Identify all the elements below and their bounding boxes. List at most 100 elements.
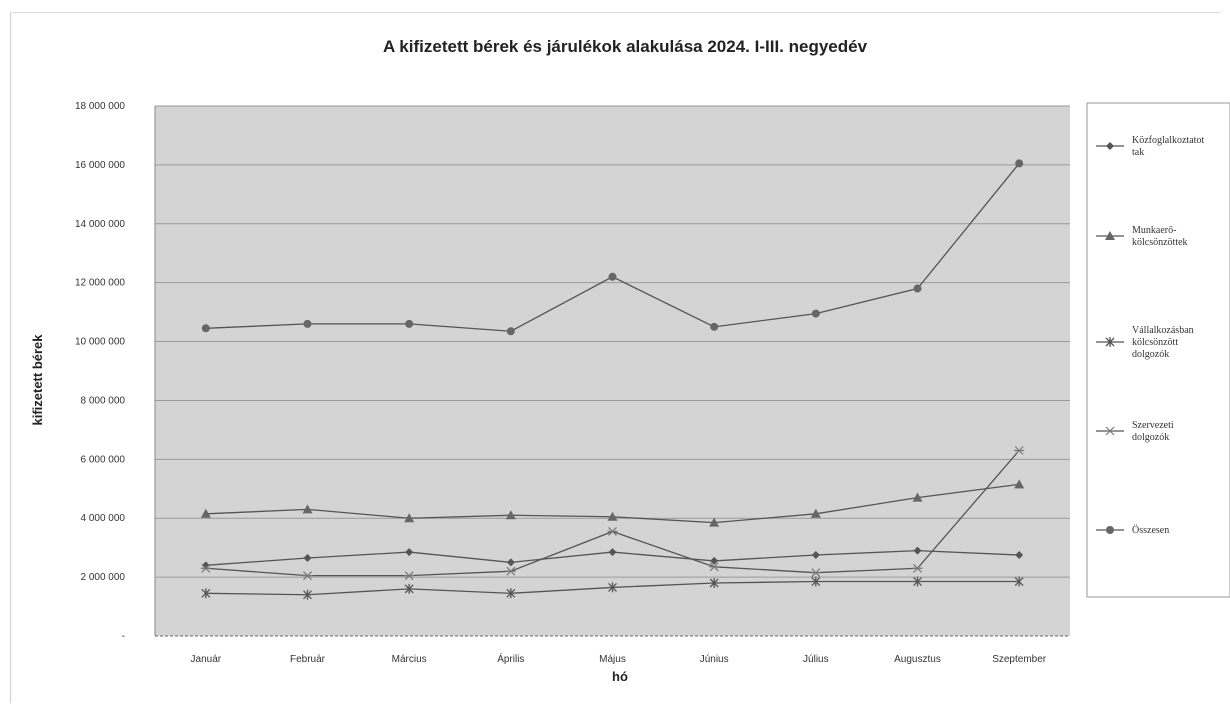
data-point	[506, 327, 515, 336]
y-tick-label: 2 000 000	[81, 572, 126, 583]
data-point	[709, 517, 720, 527]
data-point	[506, 588, 516, 599]
legend-label: Összesen	[1132, 524, 1169, 536]
y-tick-label: 12 000 000	[75, 278, 125, 289]
x-tick-label: Május	[599, 654, 626, 665]
legend-label: kölcsönzött	[1132, 337, 1178, 348]
y-tick-label: 4 000 000	[81, 513, 126, 524]
series-0	[201, 546, 1024, 570]
chart-title: A kifizetett bérek és járulékok alakulás…	[383, 37, 868, 56]
data-point	[709, 562, 720, 572]
data-point	[505, 566, 516, 576]
x-tick-label: Július	[803, 654, 829, 665]
data-point	[303, 553, 312, 562]
legend-label: Vállalkozásban	[1132, 325, 1194, 336]
legend-label: dolgozók	[1132, 432, 1169, 443]
chart-frame	[10, 12, 1221, 703]
x-tick-label: Szeptember	[992, 654, 1047, 665]
data-point	[302, 504, 313, 514]
data-point	[810, 568, 821, 578]
y-axis-label: kifizetett bérek	[30, 334, 45, 426]
legend-label: Munkaerő-	[1132, 225, 1176, 236]
series-1	[200, 479, 1025, 527]
data-point	[404, 571, 415, 581]
plot-area	[155, 106, 1070, 636]
x-tick-label: Február	[290, 654, 326, 665]
legend-marker	[1105, 231, 1115, 240]
data-point	[710, 556, 719, 565]
legend-label: Szervezeti	[1132, 420, 1174, 431]
data-point	[302, 571, 313, 581]
y-tick-label: 8 000 000	[81, 395, 126, 406]
series-3	[200, 446, 1025, 581]
data-point	[912, 492, 923, 502]
data-point	[506, 558, 515, 567]
data-point	[607, 511, 618, 521]
data-point	[201, 588, 211, 599]
y-tick-label: 18 000 000	[75, 101, 125, 112]
data-point	[608, 548, 617, 557]
x-tick-label: Január	[191, 654, 222, 665]
data-point	[913, 576, 922, 587]
data-point	[404, 513, 415, 523]
x-tick-label: Augusztus	[894, 654, 941, 665]
y-tick-label: -	[122, 631, 125, 642]
series-4	[201, 159, 1024, 336]
x-tick-label: Június	[700, 654, 729, 665]
data-point	[608, 272, 617, 281]
legend-box	[1086, 102, 1230, 598]
data-point	[607, 527, 618, 536]
legend-label: tak	[1132, 147, 1144, 158]
y-tick-label: 6 000 000	[81, 454, 126, 465]
legend-marker	[1105, 426, 1115, 436]
data-point	[200, 563, 211, 573]
data-point	[1015, 159, 1024, 168]
data-point	[1014, 446, 1025, 455]
data-point	[505, 510, 516, 520]
x-tick-labels: Január Február Március Április Május Június Jú…	[191, 652, 1047, 665]
data-point	[1014, 576, 1024, 587]
data-point	[1014, 479, 1025, 489]
legend-label: dolgozók	[1132, 349, 1169, 360]
data-point	[200, 508, 211, 518]
series-2	[201, 576, 1024, 600]
data-point	[913, 284, 922, 293]
data-point	[404, 583, 414, 594]
data-point	[811, 309, 820, 318]
y-tick-label: 16 000 000	[75, 160, 125, 171]
legend-item: Összesen	[1096, 524, 1169, 536]
data-point	[405, 548, 414, 557]
data-point	[710, 322, 719, 331]
data-point	[608, 582, 617, 593]
series-lines	[200, 159, 1025, 600]
data-point	[201, 324, 210, 333]
legend-marker	[1106, 526, 1114, 534]
data-point	[912, 563, 923, 573]
data-point	[811, 551, 820, 560]
x-tick-label: Március	[392, 654, 427, 665]
legend-label: kölcsönzöttek	[1132, 237, 1188, 248]
y-tick-label: 10 000 000	[75, 337, 125, 348]
data-point	[811, 576, 821, 587]
legend-item: Munkaerő-kölcsönzöttek	[1096, 225, 1188, 248]
y-tick-labels: - 2 000 000 4 000 000 6 000 000 8 000 000 10 …	[75, 101, 125, 642]
x-tick-label: Április	[497, 652, 524, 665]
data-point	[913, 546, 922, 555]
y-tick-label: 14 000 000	[75, 219, 125, 230]
legend-marker	[1105, 337, 1115, 347]
data-point	[303, 589, 312, 600]
legend-label: Közfoglalkoztatot	[1132, 135, 1204, 146]
data-point	[1015, 551, 1024, 560]
data-point	[810, 508, 821, 518]
x-axis-label: hó	[612, 669, 628, 684]
data-point	[405, 319, 414, 328]
data-point	[303, 319, 312, 328]
data-point	[709, 578, 719, 588]
legend-marker	[1106, 142, 1114, 150]
data-point	[201, 561, 210, 570]
